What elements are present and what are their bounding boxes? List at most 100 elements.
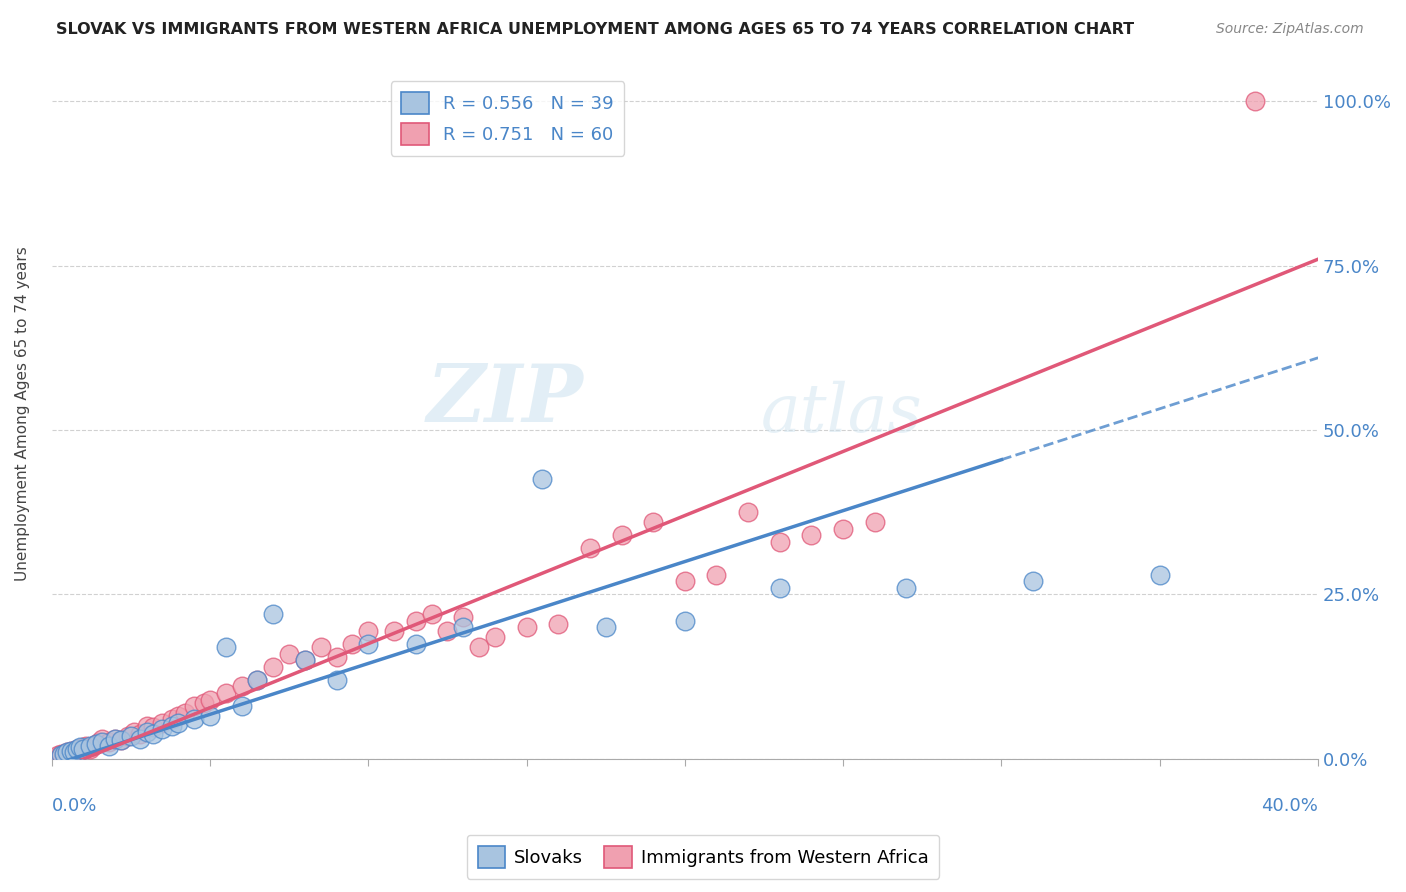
Point (75, 739, 97, 753)
Point (262, 607, 284, 622)
Point (84, 737, 107, 751)
Point (294, 653, 316, 667)
Point (531, 472, 554, 486)
Point (198, 709, 221, 723)
Point (515, 620, 537, 634)
Point (91, 735, 114, 749)
Point (673, 574, 696, 589)
Point (420, 607, 443, 622)
Point (215, 686, 238, 700)
Point (82, 739, 104, 753)
Point (97, 735, 120, 749)
Point (150, 715, 173, 730)
Point (53, 747, 76, 761)
Point (231, 699, 253, 714)
Point (53, 747, 76, 761)
Point (167, 715, 190, 730)
Point (706, 567, 728, 582)
Point (49, 748, 72, 763)
Point (66, 742, 89, 756)
Point (72, 742, 94, 756)
Point (104, 732, 127, 747)
Point (325, 649, 347, 664)
Text: Source: ZipAtlas.com: Source: ZipAtlas.com (1216, 22, 1364, 37)
Point (896, 581, 918, 595)
Point (62, 745, 84, 759)
Point (135, 719, 157, 733)
Point (59, 744, 82, 758)
Point (142, 720, 165, 734)
Point (405, 637, 427, 651)
Point (1022, 574, 1045, 589)
Point (84, 737, 107, 751)
Point (357, 624, 380, 638)
Point (325, 673, 347, 687)
Point (246, 673, 269, 687)
Point (183, 712, 205, 726)
Point (142, 727, 165, 741)
Point (79, 742, 101, 756)
Text: ZIP: ZIP (426, 361, 583, 439)
Point (198, 692, 221, 706)
Point (110, 733, 132, 747)
Text: 40.0%: 40.0% (1261, 797, 1319, 814)
Point (160, 712, 183, 726)
Text: atlas: atlas (761, 381, 922, 446)
Point (150, 722, 173, 736)
Point (135, 725, 157, 739)
Point (167, 709, 190, 723)
Point (117, 729, 139, 743)
Point (436, 624, 458, 638)
Point (484, 630, 506, 644)
Point (62, 745, 84, 759)
Point (595, 620, 617, 634)
Point (160, 719, 183, 733)
Point (737, 505, 759, 519)
Point (382, 624, 405, 638)
Point (104, 732, 127, 747)
Point (309, 640, 332, 654)
Point (91, 732, 114, 747)
Point (451, 620, 474, 634)
Point (246, 673, 269, 687)
Point (769, 581, 792, 595)
Point (262, 659, 284, 673)
Point (863, 515, 886, 529)
Point (129, 732, 152, 747)
Point (69, 739, 91, 754)
Point (97, 739, 120, 753)
Text: SLOVAK VS IMMIGRANTS FROM WESTERN AFRICA UNEMPLOYMENT AMONG AGES 65 TO 74 YEARS : SLOVAK VS IMMIGRANTS FROM WESTERN AFRICA… (56, 22, 1135, 37)
Point (72, 739, 94, 754)
Point (87, 735, 110, 749)
Point (468, 640, 491, 654)
Point (120, 729, 142, 743)
Legend: R = 0.556   N = 39, R = 0.751   N = 60: R = 0.556 N = 39, R = 0.751 N = 60 (391, 81, 624, 156)
Point (69, 744, 91, 758)
Point (405, 614, 427, 628)
Point (579, 541, 602, 556)
Point (610, 528, 633, 542)
Point (547, 617, 569, 632)
Point (193, 696, 215, 710)
Point (800, 528, 823, 542)
Point (231, 680, 253, 694)
Point (59, 744, 82, 758)
Point (46, 748, 69, 763)
Point (66, 742, 89, 756)
Point (451, 610, 474, 624)
Legend: Slovaks, Immigrants from Western Africa: Slovaks, Immigrants from Western Africa (467, 835, 939, 879)
Text: 0.0%: 0.0% (52, 797, 97, 814)
Point (215, 640, 238, 654)
Point (357, 637, 380, 651)
Point (129, 727, 152, 741)
Point (294, 653, 316, 667)
Point (342, 637, 364, 651)
Point (1149, 567, 1171, 582)
Point (183, 699, 205, 714)
Point (769, 534, 792, 549)
Point (122, 725, 145, 739)
Point (173, 706, 195, 720)
Point (643, 515, 665, 529)
Point (278, 647, 301, 661)
Point (673, 614, 696, 628)
